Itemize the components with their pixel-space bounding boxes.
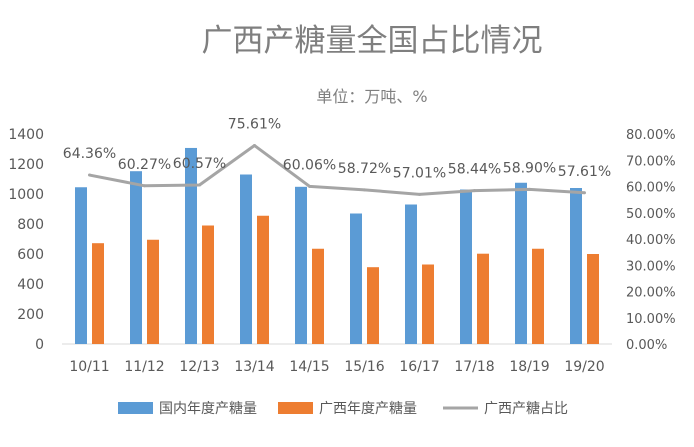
guangxi-bar — [257, 215, 269, 344]
share-data-label: 60.57% — [173, 156, 226, 172]
x-axis: 10/11 11/12 12/13 13/14 14/15 15/16 16/17 17/18… — [69, 359, 604, 375]
share-line — [89, 144, 585, 196]
x-tick-label: 14/15 — [289, 359, 329, 375]
right-axis-tick-label: 50.00% — [626, 207, 676, 222]
x-tick-label: 15/16 — [344, 359, 384, 375]
x-tick-label: 16/17 — [399, 359, 439, 375]
guangxi-bar — [147, 239, 159, 344]
guangxi-bar — [312, 248, 324, 344]
national-bar — [75, 187, 87, 344]
legend-label: 国内年度产糖量 — [159, 401, 257, 417]
right-axis-tick-label: 70.00% — [626, 154, 676, 169]
left-axis-tick-label: 1400 — [8, 127, 44, 143]
share-data-label: 58.44% — [448, 162, 501, 178]
legend: 国内年度产糖量 广西年度产糖量 广西产糖占比 — [118, 401, 568, 417]
x-tick-label: 11/12 — [124, 359, 164, 375]
guangxi-bar — [532, 248, 544, 344]
right-axis-tick-label: 80.00% — [626, 128, 676, 143]
x-tick-label: 19/20 — [564, 359, 604, 375]
share-data-label: 60.27% — [118, 157, 171, 173]
left-axis-tick-label: 0 — [35, 337, 44, 353]
bars — [75, 147, 599, 344]
share-point — [143, 184, 146, 188]
share-data-label: 58.90% — [503, 160, 556, 176]
national-bar — [130, 171, 142, 344]
x-tick-label: 12/13 — [179, 359, 219, 375]
chart-title: 广西产糖量全国占比情况 — [202, 23, 543, 59]
line-series: 64.36%60.27% 60.57% 75.61% 60.06% 58.72% 57.0… — [63, 117, 611, 196]
left-axis-tick-label: 1000 — [8, 187, 44, 203]
guangxi-bar — [477, 253, 489, 344]
national-bar — [405, 204, 417, 344]
share-point — [583, 191, 586, 195]
right-axis-tick-label: 10.00% — [626, 312, 676, 327]
national-bar — [570, 188, 582, 344]
right-axis-tick-label: 20.00% — [626, 286, 676, 301]
x-tick-label: 18/19 — [509, 359, 549, 375]
chart-subtitle: 单位：万吨、% — [316, 87, 427, 106]
left-axis: 0 200 400 600 800 1000 1200 1400 — [8, 127, 44, 353]
right-axis-tick-label: 0.00% — [626, 338, 667, 353]
share-data-label: 75.61% — [228, 117, 281, 133]
right-axis: 0.00% 10.00% 20.00% 30.00% 40.00% 50.00% 60.00… — [626, 128, 676, 353]
national-bar — [350, 213, 362, 344]
national-bar — [515, 182, 527, 344]
right-axis-tick-label: 30.00% — [626, 259, 676, 274]
share-point — [253, 144, 256, 148]
guangxi-bar — [202, 225, 214, 344]
guangxi-bar — [422, 264, 434, 344]
share-data-label: 58.72% — [338, 161, 391, 177]
national-bar — [295, 186, 307, 344]
legend-swatch — [278, 402, 313, 414]
legend-swatch — [118, 402, 153, 414]
left-axis-tick-label: 600 — [17, 247, 44, 263]
share-data-label: 64.36% — [63, 146, 116, 162]
x-tick-label: 17/18 — [454, 359, 494, 375]
left-axis-tick-label: 400 — [17, 277, 44, 293]
x-tick-label: 13/14 — [234, 359, 274, 375]
guangxi-bar — [367, 267, 379, 344]
guangxi-bar — [587, 254, 599, 344]
left-axis-tick-label: 800 — [17, 217, 44, 233]
share-point — [198, 183, 201, 187]
share-data-label: 57.61% — [558, 164, 611, 180]
national-bar — [185, 147, 197, 344]
right-axis-tick-label: 60.00% — [626, 181, 676, 196]
share-point — [418, 192, 421, 196]
share-point — [528, 187, 531, 191]
share-point — [363, 188, 366, 192]
legend-label: 广西年度产糖量 — [319, 401, 417, 417]
right-axis-tick-label: 40.00% — [626, 233, 676, 248]
share-data-label: 60.06% — [283, 157, 336, 173]
share-point — [473, 189, 476, 193]
left-axis-tick-label: 1200 — [8, 157, 44, 173]
guangxi-bar — [92, 243, 104, 344]
x-tick-label: 10/11 — [69, 359, 109, 375]
left-axis-tick-label: 200 — [17, 307, 44, 323]
share-point — [88, 173, 91, 177]
share-point — [308, 184, 311, 188]
national-bar — [460, 189, 472, 344]
legend-label: 广西产糖占比 — [484, 401, 568, 417]
national-bar — [240, 174, 252, 344]
share-data-label: 57.01% — [393, 165, 446, 181]
